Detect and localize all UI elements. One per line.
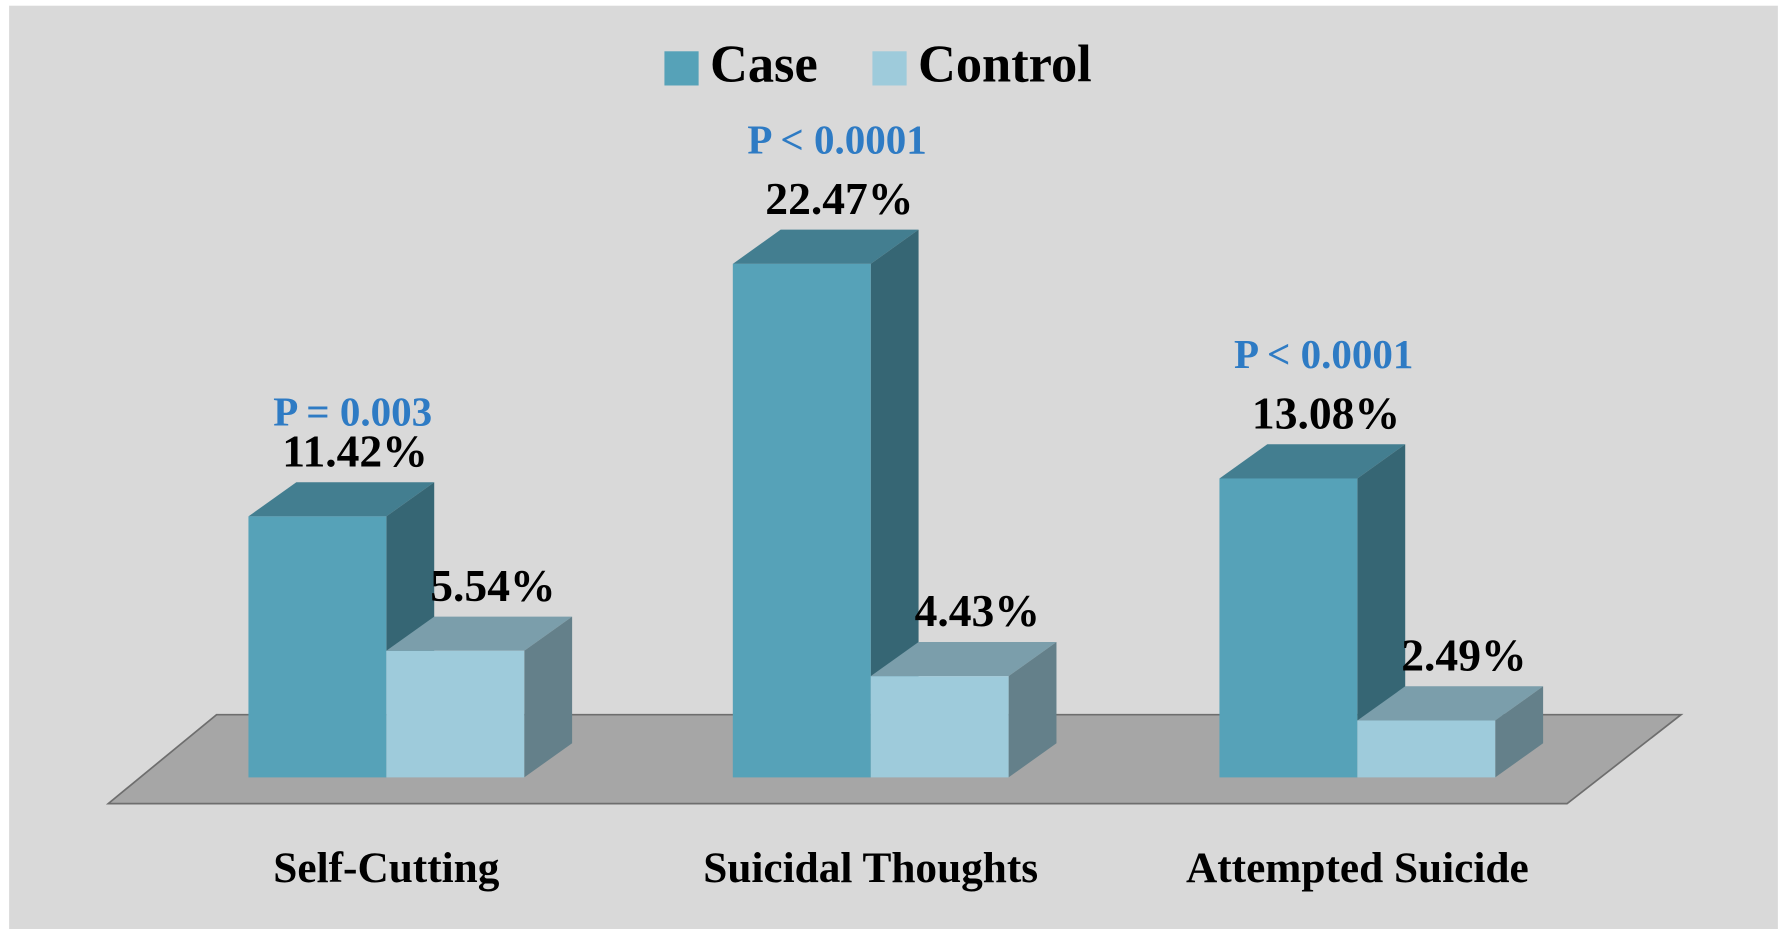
p-value-annotation: P = 0.003: [273, 389, 432, 435]
bar-side: [1008, 641, 1057, 778]
bar-top: [870, 641, 1057, 677]
bar-side: [870, 229, 919, 778]
bar: [386, 650, 525, 778]
value-label: 11.42%: [282, 425, 428, 476]
bar: [732, 263, 871, 778]
p-value-annotation: P < 0.0001: [1234, 331, 1413, 377]
legend-label: Control: [918, 36, 1092, 94]
bar-top: [386, 616, 573, 651]
p-value-annotation: P < 0.0001: [747, 117, 926, 163]
legend-swatch: [872, 51, 907, 86]
bar: [1219, 478, 1358, 778]
legend-swatch: [664, 51, 699, 86]
bar: [870, 676, 1009, 778]
x-tick-label: Suicidal Thoughts: [703, 844, 1038, 892]
x-tick-label: Self-Cutting: [273, 844, 499, 892]
bar-top: [1357, 686, 1544, 721]
bar-side: [1495, 686, 1544, 778]
bar: [1357, 720, 1496, 778]
value-label: 22.47%: [765, 173, 913, 224]
value-label: 13.08%: [1252, 388, 1400, 439]
value-label: 2.49%: [1401, 630, 1526, 681]
legend-label: Case: [710, 36, 818, 94]
x-tick-label: Attempted Suicide: [1186, 844, 1529, 892]
value-label: 5.54%: [430, 560, 555, 611]
bar-top: [732, 229, 919, 264]
bar-top: [248, 482, 435, 517]
bar-side: [524, 616, 573, 778]
bar-top: [1219, 444, 1406, 479]
bar: [248, 516, 387, 778]
value-label: 4.43%: [915, 585, 1040, 636]
bar-side: [1357, 444, 1406, 778]
